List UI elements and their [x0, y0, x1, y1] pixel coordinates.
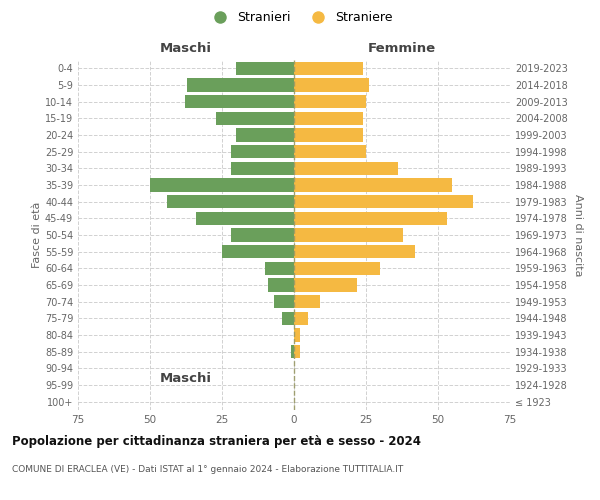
Bar [294, 228, 403, 241]
Text: COMUNE DI ERACLEA (VE) - Dati ISTAT al 1° gennaio 2024 - Elaborazione TUTTITALIA: COMUNE DI ERACLEA (VE) - Dati ISTAT al 1… [12, 465, 403, 474]
Bar [222, 245, 294, 258]
Bar [294, 295, 320, 308]
Y-axis label: Fasce di età: Fasce di età [32, 202, 42, 268]
Bar [187, 78, 294, 92]
Bar [294, 262, 380, 275]
Bar [265, 262, 294, 275]
Bar [294, 162, 398, 175]
Bar [294, 95, 366, 108]
Bar [294, 178, 452, 192]
Bar [268, 278, 294, 291]
Bar [230, 162, 294, 175]
Bar [294, 128, 363, 141]
Text: Maschi: Maschi [160, 42, 212, 55]
Bar [294, 62, 363, 75]
Bar [291, 345, 294, 358]
Bar [294, 112, 363, 125]
Bar [185, 95, 294, 108]
Text: Maschi: Maschi [160, 372, 212, 384]
Bar [294, 78, 369, 92]
Bar [294, 278, 358, 291]
Bar [236, 128, 294, 141]
Bar [236, 62, 294, 75]
Bar [167, 195, 294, 208]
Bar [294, 212, 446, 225]
Bar [294, 345, 300, 358]
Bar [196, 212, 294, 225]
Bar [216, 112, 294, 125]
Bar [294, 145, 366, 158]
Bar [230, 145, 294, 158]
Bar [274, 295, 294, 308]
Legend: Stranieri, Straniere: Stranieri, Straniere [202, 6, 398, 29]
Bar [294, 312, 308, 325]
Text: Femmine: Femmine [368, 42, 436, 55]
Text: Popolazione per cittadinanza straniera per età e sesso - 2024: Popolazione per cittadinanza straniera p… [12, 435, 421, 448]
Bar [294, 195, 473, 208]
Bar [294, 245, 415, 258]
Bar [294, 328, 300, 342]
Y-axis label: Anni di nascita: Anni di nascita [573, 194, 583, 276]
Bar [283, 312, 294, 325]
Bar [150, 178, 294, 192]
Bar [230, 228, 294, 241]
